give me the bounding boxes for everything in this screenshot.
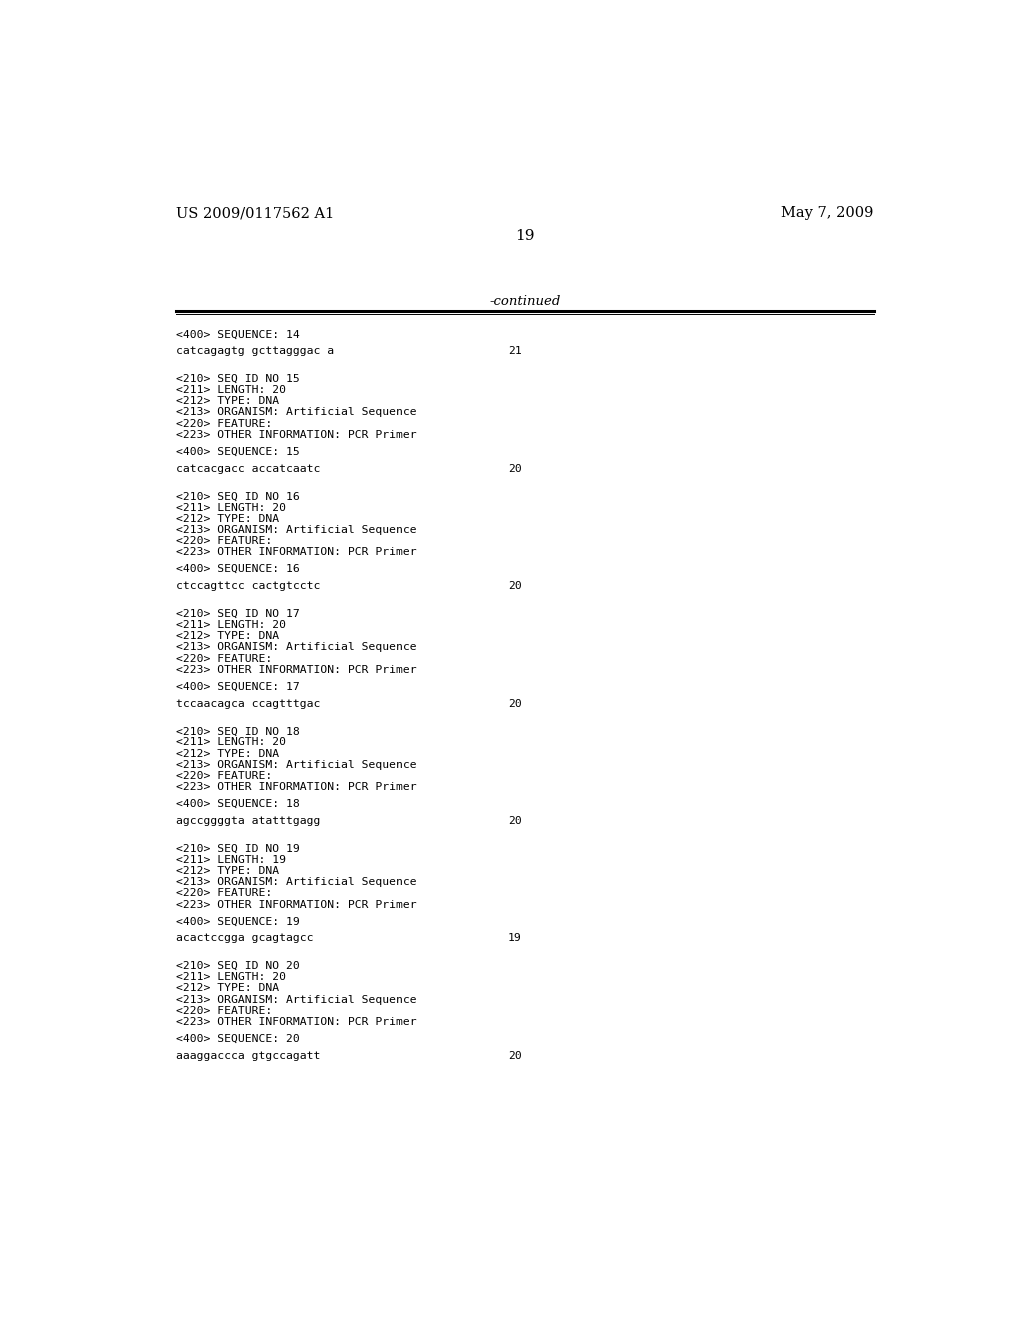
Text: <220> FEATURE:: <220> FEATURE:	[176, 771, 272, 781]
Text: <212> TYPE: DNA: <212> TYPE: DNA	[176, 631, 280, 642]
Text: <213> ORGANISM: Artificial Sequence: <213> ORGANISM: Artificial Sequence	[176, 408, 417, 417]
Text: <223> OTHER INFORMATION: PCR Primer: <223> OTHER INFORMATION: PCR Primer	[176, 781, 417, 792]
Text: <213> ORGANISM: Artificial Sequence: <213> ORGANISM: Artificial Sequence	[176, 878, 417, 887]
Text: <223> OTHER INFORMATION: PCR Primer: <223> OTHER INFORMATION: PCR Primer	[176, 665, 417, 675]
Text: <223> OTHER INFORMATION: PCR Primer: <223> OTHER INFORMATION: PCR Primer	[176, 899, 417, 909]
Text: <400> SEQUENCE: 17: <400> SEQUENCE: 17	[176, 681, 300, 692]
Text: 20: 20	[508, 581, 521, 591]
Text: -continued: -continued	[489, 294, 560, 308]
Text: aaaggaccca gtgccagatt: aaaggaccca gtgccagatt	[176, 1051, 321, 1061]
Text: <220> FEATURE:: <220> FEATURE:	[176, 418, 272, 429]
Text: <400> SEQUENCE: 14: <400> SEQUENCE: 14	[176, 330, 300, 339]
Text: <213> ORGANISM: Artificial Sequence: <213> ORGANISM: Artificial Sequence	[176, 760, 417, 770]
Text: <210> SEQ ID NO 17: <210> SEQ ID NO 17	[176, 609, 300, 619]
Text: <220> FEATURE:: <220> FEATURE:	[176, 888, 272, 899]
Text: acactccgga gcagtagcc: acactccgga gcagtagcc	[176, 933, 313, 944]
Text: May 7, 2009: May 7, 2009	[781, 206, 873, 220]
Text: <211> LENGTH: 20: <211> LENGTH: 20	[176, 620, 286, 630]
Text: <212> TYPE: DNA: <212> TYPE: DNA	[176, 983, 280, 994]
Text: catcacgacc accatcaatc: catcacgacc accatcaatc	[176, 463, 321, 474]
Text: <211> LENGTH: 20: <211> LENGTH: 20	[176, 973, 286, 982]
Text: 20: 20	[508, 463, 521, 474]
Text: <400> SEQUENCE: 20: <400> SEQUENCE: 20	[176, 1034, 300, 1044]
Text: <212> TYPE: DNA: <212> TYPE: DNA	[176, 748, 280, 759]
Text: <210> SEQ ID NO 20: <210> SEQ ID NO 20	[176, 961, 300, 972]
Text: catcagagtg gcttagggac a: catcagagtg gcttagggac a	[176, 346, 334, 356]
Text: 19: 19	[508, 933, 521, 944]
Text: 21: 21	[508, 346, 521, 356]
Text: <211> LENGTH: 20: <211> LENGTH: 20	[176, 738, 286, 747]
Text: ctccagttcc cactgtcctc: ctccagttcc cactgtcctc	[176, 581, 321, 591]
Text: <211> LENGTH: 20: <211> LENGTH: 20	[176, 385, 286, 395]
Text: agccggggta atatttgagg: agccggggta atatttgagg	[176, 816, 321, 826]
Text: <210> SEQ ID NO 15: <210> SEQ ID NO 15	[176, 374, 300, 384]
Text: <220> FEATURE:: <220> FEATURE:	[176, 536, 272, 546]
Text: <223> OTHER INFORMATION: PCR Primer: <223> OTHER INFORMATION: PCR Primer	[176, 430, 417, 440]
Text: tccaacagca ccagtttgac: tccaacagca ccagtttgac	[176, 698, 321, 709]
Text: <210> SEQ ID NO 16: <210> SEQ ID NO 16	[176, 491, 300, 502]
Text: <213> ORGANISM: Artificial Sequence: <213> ORGANISM: Artificial Sequence	[176, 643, 417, 652]
Text: <223> OTHER INFORMATION: PCR Primer: <223> OTHER INFORMATION: PCR Primer	[176, 548, 417, 557]
Text: <211> LENGTH: 19: <211> LENGTH: 19	[176, 855, 286, 865]
Text: 20: 20	[508, 698, 521, 709]
Text: <213> ORGANISM: Artificial Sequence: <213> ORGANISM: Artificial Sequence	[176, 525, 417, 535]
Text: 19: 19	[515, 230, 535, 243]
Text: <212> TYPE: DNA: <212> TYPE: DNA	[176, 866, 280, 876]
Text: 20: 20	[508, 1051, 521, 1061]
Text: <400> SEQUENCE: 15: <400> SEQUENCE: 15	[176, 446, 300, 457]
Text: US 2009/0117562 A1: US 2009/0117562 A1	[176, 206, 334, 220]
Text: <400> SEQUENCE: 16: <400> SEQUENCE: 16	[176, 564, 300, 574]
Text: <211> LENGTH: 20: <211> LENGTH: 20	[176, 503, 286, 512]
Text: <212> TYPE: DNA: <212> TYPE: DNA	[176, 513, 280, 524]
Text: <210> SEQ ID NO 19: <210> SEQ ID NO 19	[176, 843, 300, 854]
Text: <400> SEQUENCE: 18: <400> SEQUENCE: 18	[176, 799, 300, 809]
Text: <220> FEATURE:: <220> FEATURE:	[176, 1006, 272, 1016]
Text: 20: 20	[508, 816, 521, 826]
Text: <223> OTHER INFORMATION: PCR Primer: <223> OTHER INFORMATION: PCR Primer	[176, 1016, 417, 1027]
Text: <210> SEQ ID NO 18: <210> SEQ ID NO 18	[176, 726, 300, 737]
Text: <220> FEATURE:: <220> FEATURE:	[176, 653, 272, 664]
Text: <400> SEQUENCE: 19: <400> SEQUENCE: 19	[176, 916, 300, 927]
Text: <213> ORGANISM: Artificial Sequence: <213> ORGANISM: Artificial Sequence	[176, 995, 417, 1005]
Text: <212> TYPE: DNA: <212> TYPE: DNA	[176, 396, 280, 407]
